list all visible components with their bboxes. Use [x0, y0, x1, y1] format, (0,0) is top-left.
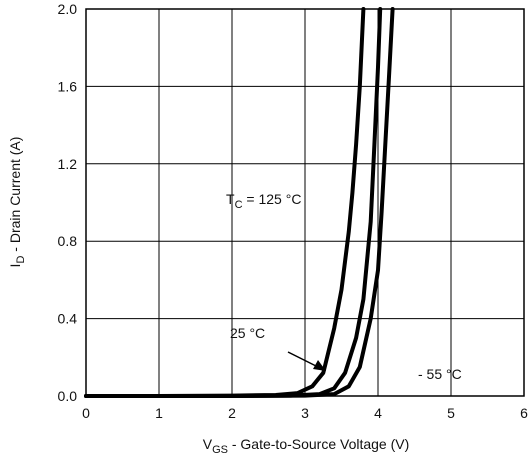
x-tick-label-6: 6: [520, 405, 528, 421]
annotation-arrow-line: [287, 351, 319, 368]
curve-series-0: [84, 7, 366, 398]
x-tick-label-2: 2: [228, 405, 236, 421]
y-tick-label-0: 0.0: [58, 388, 78, 404]
annotation-minus-55c: - 55 °C: [418, 366, 462, 382]
x-axis-label: VGS - Gate-to-Source Voltage (V): [203, 436, 410, 456]
annotation-tc-125: TC = 125 °C: [226, 191, 301, 211]
y-tick-label-4: 1.6: [58, 78, 78, 94]
y-tick-label-3: 1.2: [58, 156, 78, 172]
x-tick-label-5: 5: [447, 405, 455, 421]
y-tick-label-5: 2.0: [58, 1, 78, 17]
grid: [86, 9, 524, 396]
curves: [84, 7, 395, 398]
x-tick-label-1: 1: [155, 405, 163, 421]
y-tick-labels: 0.0 0.4 0.8 1.2 1.6 2.0: [58, 1, 78, 404]
x-tick-label-0: 0: [82, 405, 90, 421]
y-axis-label: ID - Drain Current (A): [7, 137, 27, 268]
x-tick-labels: 0 1 2 3 4 5 6: [82, 405, 528, 421]
annotation-arrow-head: [313, 360, 326, 371]
annotation-25c: 25 °C: [230, 325, 265, 341]
curve-series-2: [84, 7, 395, 398]
x-tick-label-3: 3: [301, 405, 309, 421]
y-tick-label-1: 0.4: [58, 311, 78, 327]
x-tick-label-4: 4: [374, 405, 382, 421]
y-tick-label-2: 0.8: [58, 233, 78, 249]
